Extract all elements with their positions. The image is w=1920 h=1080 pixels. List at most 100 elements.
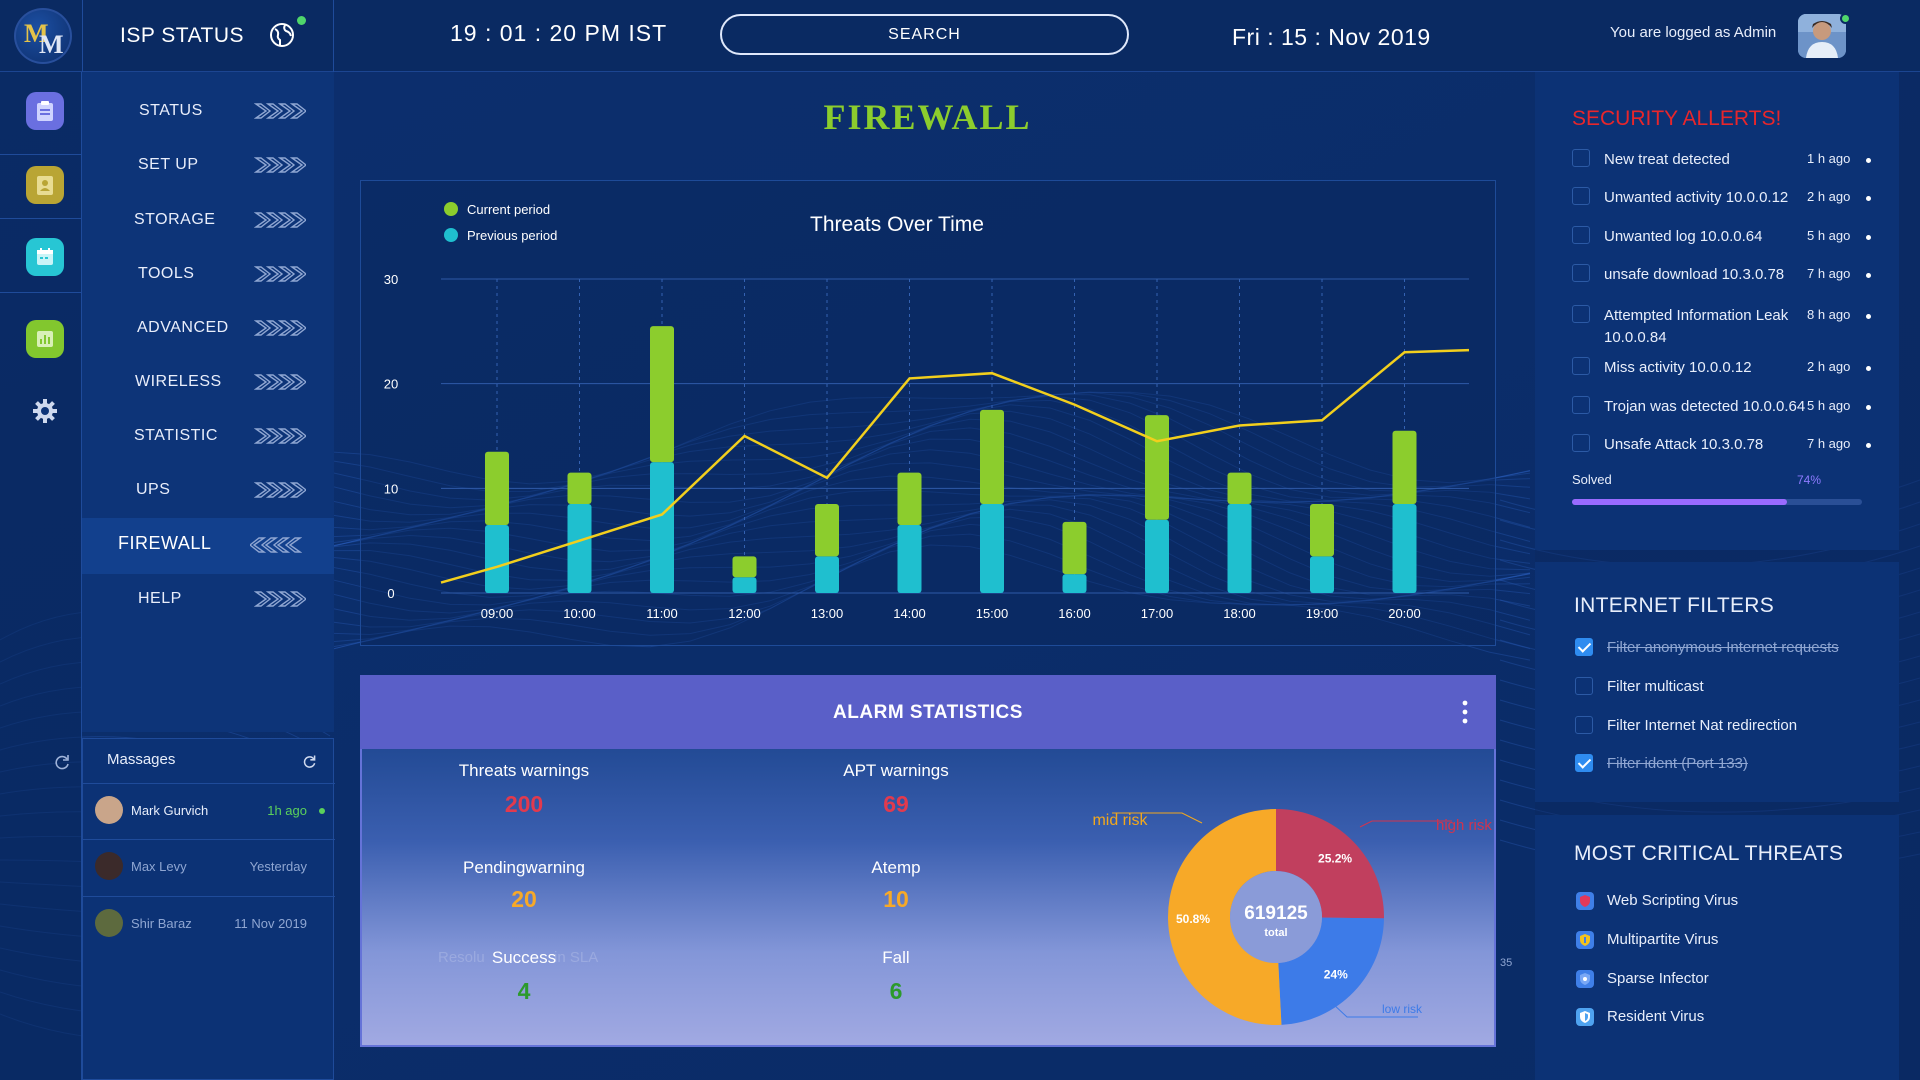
clipboard-icon[interactable]	[26, 92, 64, 130]
alert-checkbox[interactable]	[1572, 357, 1590, 375]
nav-item-setup[interactable]: SET UP	[82, 140, 334, 192]
filter-checkbox[interactable]	[1575, 754, 1593, 772]
contact-card-icon[interactable]	[26, 166, 64, 204]
filter-checkbox[interactable]	[1575, 716, 1593, 734]
donut-slice	[1276, 809, 1384, 919]
message-item[interactable]: Mark Gurvich 1h ago	[83, 783, 335, 839]
filter-item[interactable]: Filter multicast	[1575, 676, 1885, 698]
alert-checkbox[interactable]	[1572, 264, 1590, 282]
alert-item[interactable]: New treat detected 1 h ago	[1572, 148, 1882, 170]
alert-item[interactable]: Unwanted log 10.0.0.64 5 h ago	[1572, 225, 1882, 247]
message-item[interactable]: Max Levy Yesterday	[83, 839, 335, 895]
y-tick-label: 20	[384, 377, 398, 392]
filter-item[interactable]: Filter ident (Port 133)	[1575, 753, 1885, 775]
alert-item[interactable]: unsafe download 10.3.0.78 7 h ago	[1572, 263, 1882, 285]
x-tick-label: 19:00	[1306, 606, 1339, 621]
legend-swatch-current	[444, 202, 458, 216]
alert-checkbox[interactable]	[1572, 434, 1590, 452]
critical-threats-panel: MOST CRITICAL THREATS Web Scripting Viru…	[1535, 815, 1899, 1080]
x-tick-label: 17:00	[1141, 606, 1174, 621]
message-sender: Shir Baraz	[131, 916, 192, 931]
alert-checkbox[interactable]	[1572, 305, 1590, 323]
chevrons-right-icon	[254, 428, 306, 444]
nav-item-storage[interactable]: STORAGE	[82, 195, 334, 247]
alert-item[interactable]: Trojan was detected 10.0.0.64 5 h ago	[1572, 395, 1882, 417]
y-tick-label: 30	[384, 272, 398, 287]
x-tick-label: 18:00	[1223, 606, 1256, 621]
bar-current-period	[897, 472, 922, 525]
internet-filters-panel: INTERNET FILTERS Filter anonymous Intern…	[1535, 562, 1899, 802]
filter-checkbox[interactable]	[1575, 677, 1593, 695]
alert-checkbox[interactable]	[1572, 226, 1590, 244]
alert-checkbox[interactable]	[1572, 149, 1590, 167]
filter-checkbox[interactable]	[1575, 638, 1593, 656]
chevrons-right-icon	[254, 266, 306, 282]
stat-label-success: Success	[491, 948, 557, 967]
more-vertical-icon[interactable]	[1460, 699, 1470, 725]
threat-item[interactable]: Resident Virus	[1575, 1006, 1885, 1028]
alarm-statistics-panel: ALARM STATISTICS Threats warnings 200 AP…	[360, 675, 1512, 1047]
refresh-icon[interactable]	[301, 753, 318, 770]
globe-icon[interactable]	[269, 22, 295, 48]
threat-item[interactable]: Web Scripting Virus	[1575, 890, 1885, 912]
nav-item-label: HELP	[138, 590, 182, 607]
filter-text: Filter ident (Port 133)	[1607, 755, 1748, 772]
filter-item[interactable]: Filter anonymous Internet requests	[1575, 637, 1885, 659]
alert-time: 8 h ago	[1807, 307, 1851, 322]
alert-item[interactable]: Unsafe Attack 10.3.0.78 7 h ago	[1572, 433, 1882, 455]
bar-previous-period	[815, 556, 839, 593]
message-time: Yesterday	[249, 859, 307, 874]
top-bar: M M ISP STATUS 19 : 01 : 20 PM IST Fri :…	[0, 0, 1920, 72]
nav-item-label: STATISTIC	[134, 427, 218, 444]
stat-value-pending: 20	[511, 886, 537, 912]
nav-item-firewall[interactable]: FIREWALL	[82, 518, 334, 574]
yellow-shield-icon	[1576, 931, 1594, 949]
nav-item-tools[interactable]: TOOLS	[82, 249, 334, 301]
nav-item-advanced[interactable]: ADVANCED	[82, 303, 334, 355]
bar-current-period	[732, 556, 757, 578]
nav-item-label: SET UP	[138, 156, 199, 173]
bar-current-period	[1227, 472, 1252, 505]
alert-checkbox[interactable]	[1572, 187, 1590, 205]
user-avatar[interactable]	[1798, 14, 1846, 58]
alert-item[interactable]: Miss activity 10.0.0.12 2 h ago	[1572, 356, 1882, 378]
threat-item[interactable]: Sparse Infector	[1575, 968, 1885, 990]
message-item[interactable]: Shir Baraz 11 Nov 2019	[83, 896, 335, 952]
gear-icon[interactable]	[26, 392, 64, 430]
alert-item[interactable]: Unwanted activity 10.0.0.12 2 h ago	[1572, 186, 1882, 208]
alert-dot	[1866, 443, 1871, 448]
legend-label-current: Current period	[467, 202, 550, 217]
nav-item-statistic[interactable]: STATISTIC	[82, 411, 334, 463]
stat-label-atemp: Atemp	[871, 858, 921, 877]
nav-item-wireless[interactable]: WIRELESS	[82, 357, 334, 409]
messages-title: Massages	[107, 751, 176, 768]
refresh-icon[interactable]	[52, 752, 72, 772]
message-sender: Mark Gurvich	[131, 803, 209, 818]
bar-current-period	[567, 472, 592, 505]
threat-item[interactable]: Multipartite Virus	[1575, 929, 1885, 951]
bar-previous-period	[1392, 504, 1417, 593]
calendar-icon[interactable]	[26, 238, 64, 276]
stat-label-pending: Pendingwarning	[463, 858, 585, 877]
bar-previous-period	[1145, 519, 1169, 593]
rail-divider	[0, 292, 82, 293]
chart-icon[interactable]	[26, 320, 64, 358]
search-input[interactable]	[720, 14, 1129, 55]
legend-label-previous: Previous period	[467, 228, 557, 243]
filter-item[interactable]: Filter Internet Nat redirection	[1575, 715, 1885, 737]
chevrons-right-icon	[254, 157, 306, 173]
rail-divider	[0, 218, 82, 219]
x-tick-label: 13:00	[811, 606, 844, 621]
donut-total-label: total	[1264, 927, 1287, 939]
nav-item-status[interactable]: STATUS	[82, 86, 334, 138]
alert-checkbox[interactable]	[1572, 396, 1590, 414]
alert-text: Attempted Information Leak 10.0.0.84	[1604, 307, 1789, 346]
date-display: Fri : 15 : Nov 2019	[1232, 24, 1431, 50]
nav-item-help[interactable]: HELP	[82, 574, 334, 626]
app-logo[interactable]: M M	[14, 8, 72, 64]
alert-time: 5 h ago	[1807, 228, 1851, 243]
alert-item[interactable]: Attempted Information Leak 10.0.0.84 8 h…	[1572, 304, 1882, 348]
nav-item-ups[interactable]: UPS	[82, 465, 334, 517]
solved-progress-bar	[1572, 499, 1862, 505]
side-number: 35	[1500, 957, 1513, 969]
